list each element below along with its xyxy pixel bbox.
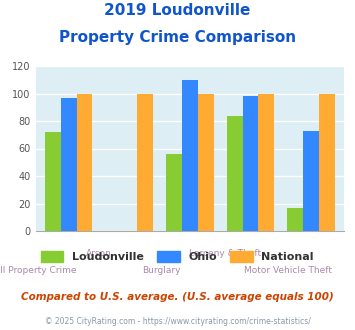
Bar (198, 93, 214, 231)
Bar (227, 115, 242, 231)
Text: Burglary: Burglary (142, 266, 181, 275)
Text: All Property Crime: All Property Crime (0, 266, 77, 275)
Text: 2019 Loudonville: 2019 Loudonville (104, 3, 251, 18)
Text: Compared to U.S. average. (U.S. average equals 100): Compared to U.S. average. (U.S. average … (21, 292, 334, 302)
Bar (242, 96, 258, 231)
Text: Property Crime Comparison: Property Crime Comparison (59, 30, 296, 45)
Bar (61, 98, 77, 231)
Bar (45, 132, 61, 231)
Bar (288, 208, 303, 231)
Bar (258, 93, 274, 231)
Bar (182, 80, 198, 231)
Bar (319, 93, 335, 231)
Bar (77, 93, 92, 231)
Text: Arson: Arson (86, 249, 111, 258)
Bar (137, 93, 153, 231)
Bar (303, 131, 319, 231)
Text: Motor Vehicle Theft: Motor Vehicle Theft (244, 266, 332, 275)
Text: Larceny & Theft: Larceny & Theft (189, 249, 261, 258)
Text: © 2025 CityRating.com - https://www.cityrating.com/crime-statistics/: © 2025 CityRating.com - https://www.city… (45, 317, 310, 326)
Legend: Loudonville, Ohio, National: Loudonville, Ohio, National (37, 247, 318, 267)
Bar (166, 154, 182, 231)
